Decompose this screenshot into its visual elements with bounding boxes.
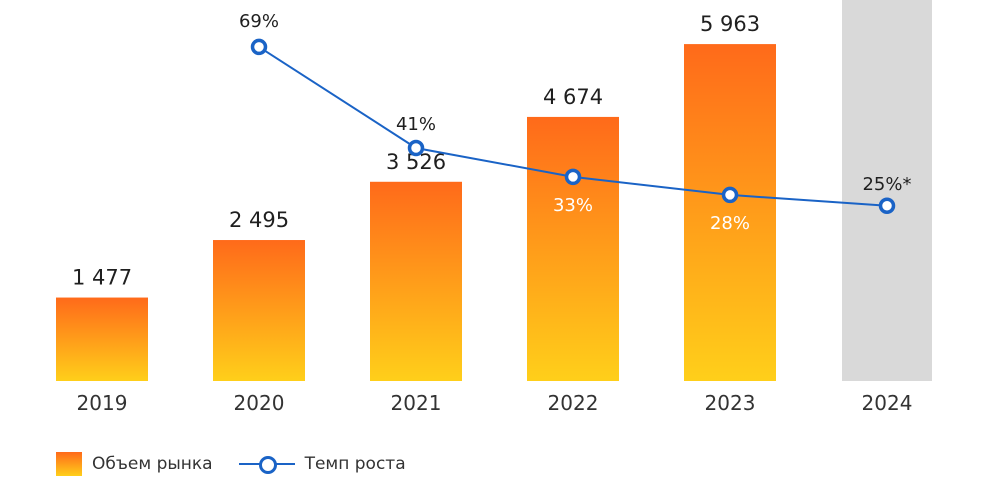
rate-point-2022 [564, 168, 582, 186]
rate-point-2021 [407, 139, 425, 157]
bar-2021 [370, 181, 462, 381]
legend-item-growth-rate: Темп роста [238, 454, 406, 474]
rate-point-2023 [721, 186, 739, 204]
rate-point-2020 [250, 38, 268, 56]
legend-item-market-volume: Объем рынка [56, 452, 213, 476]
bar-label-2022: 4 674 [543, 85, 603, 109]
bar-2023 [684, 44, 776, 381]
rate-label-2023: 28% [710, 213, 750, 234]
x-tick-2020: 2020 [234, 391, 285, 415]
x-tick-2023: 2023 [705, 391, 756, 415]
legend: Объем рынка Темп роста [56, 452, 406, 476]
x-tick-2019: 2019 [77, 391, 128, 415]
x-tick-2021: 2021 [391, 391, 442, 415]
legend-label-market-volume: Объем рынка [92, 454, 213, 474]
bar-2020 [213, 240, 305, 381]
rate-label-2024: 25%* [862, 174, 911, 195]
bar-2019 [56, 297, 148, 381]
rate-label-2021: 41% [396, 114, 436, 135]
legend-label-growth-rate: Темп роста [304, 454, 406, 474]
rate-point-2024 [878, 197, 896, 214]
bar-2022 [527, 116, 619, 381]
legend-swatch-bar [56, 452, 82, 476]
bar-label-2020: 2 495 [229, 208, 289, 232]
forecast-band-2024 [842, 0, 932, 381]
x-tick-2022: 2022 [548, 391, 599, 415]
x-tick-2024: 2024 [862, 391, 913, 415]
legend-swatch-line [238, 454, 295, 474]
bar-label-2019: 1 477 [72, 266, 132, 290]
rate-label-2022: 33% [553, 195, 593, 216]
bar-label-2023: 5 963 [700, 12, 760, 36]
rate-label-2020: 69% [239, 11, 279, 32]
